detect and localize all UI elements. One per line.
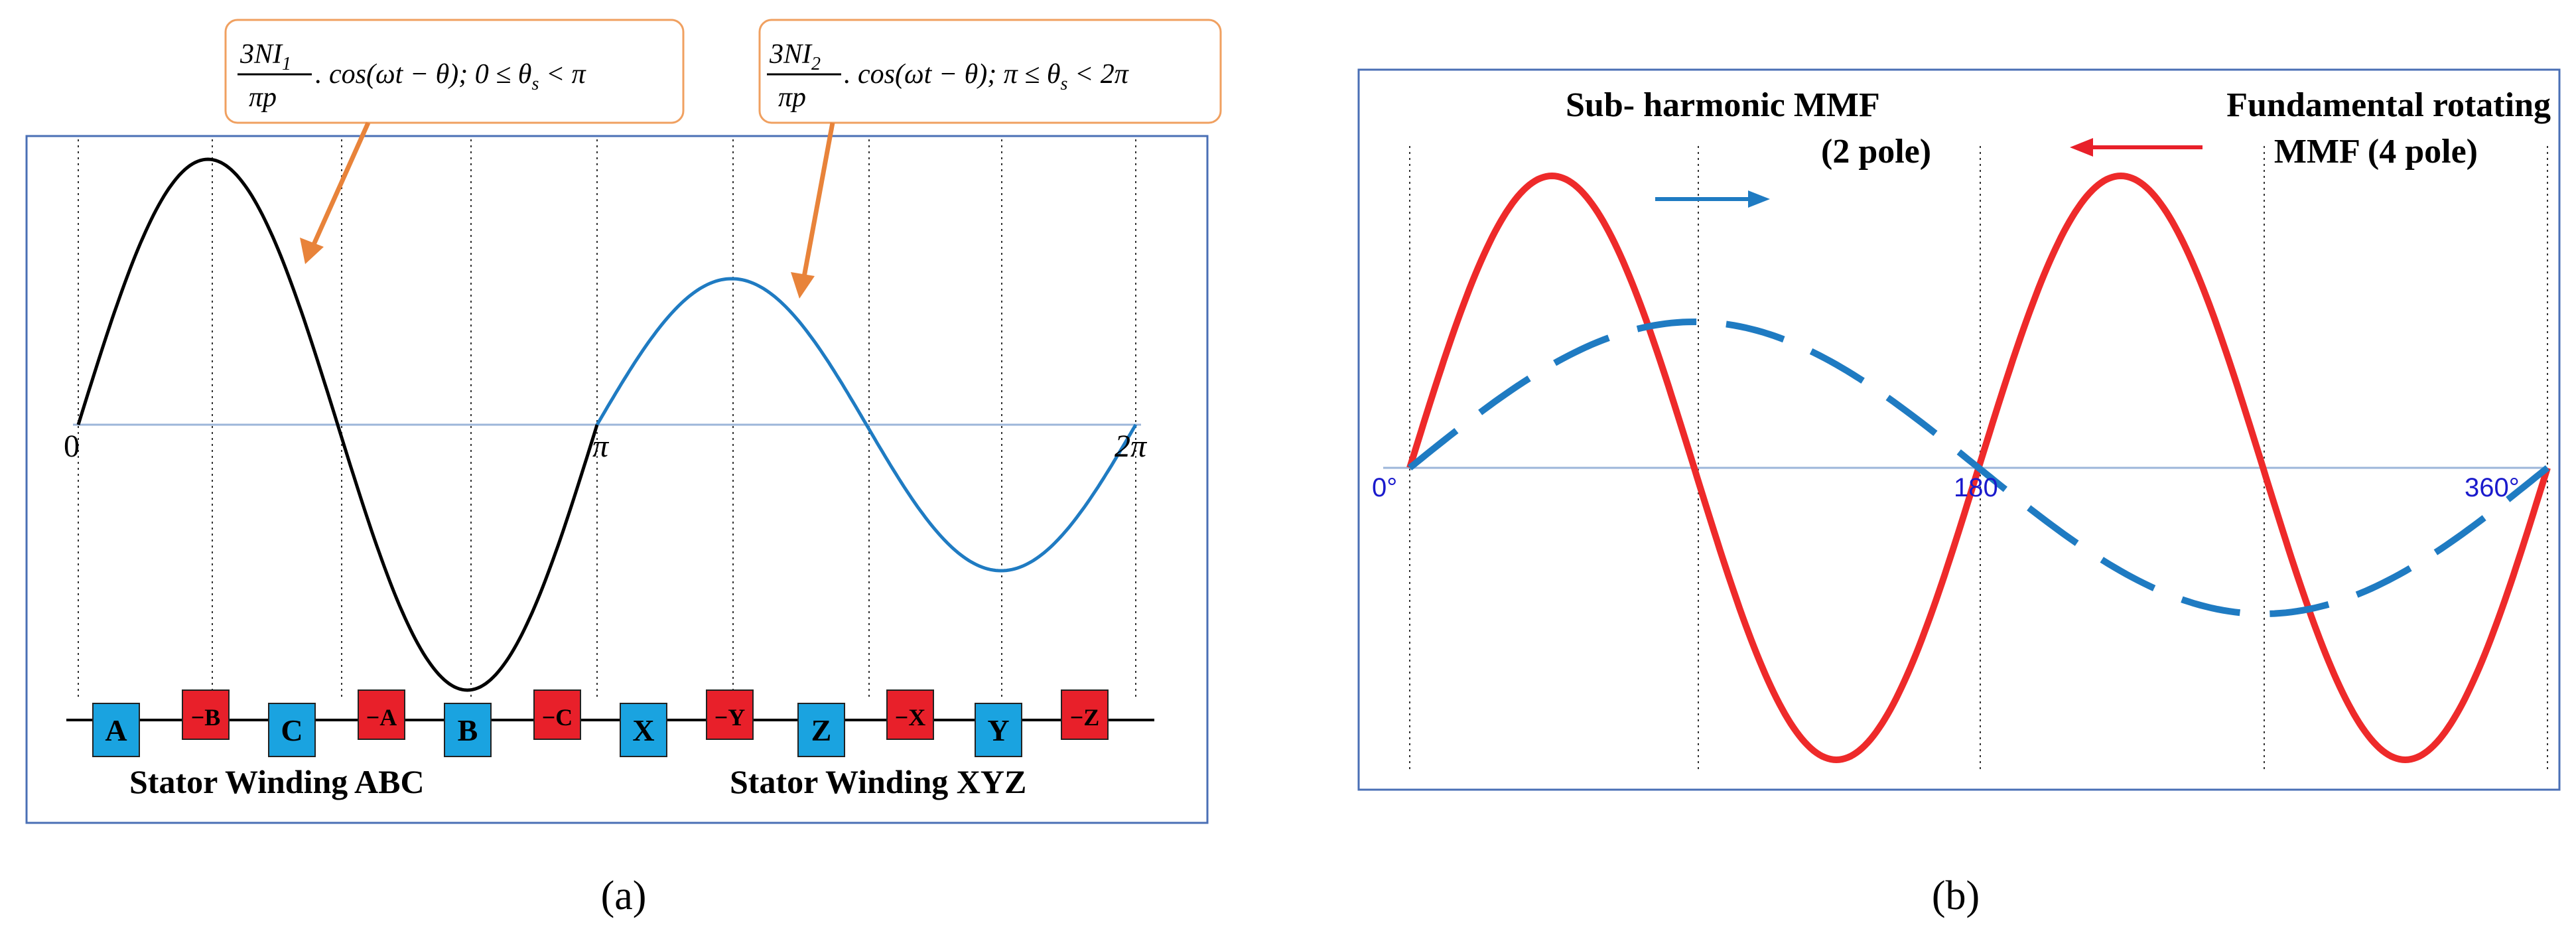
callout-1: 3NI1 πp . cos(ωt − θ); 0 ≤ θs < π: [224, 19, 685, 264]
winding-3: C: [268, 703, 316, 757]
winding-label: X: [632, 713, 654, 747]
winding-label: −X: [895, 704, 926, 731]
callout-2-arrow: [800, 122, 835, 285]
subharmonic-label-line1: Sub- harmonic MMF: [1566, 86, 1880, 124]
windings: A −B C −A B −C X −Y Z −X Y −Z: [92, 689, 1109, 757]
callout-1-arrowhead: [300, 238, 324, 264]
winding-abc-label: Stator Winding ABC: [129, 763, 425, 800]
winding-label: Y: [987, 713, 1009, 747]
fundamental-label-line1: Fundamental rotating: [2226, 86, 2551, 124]
winding-box: [182, 689, 230, 740]
winding-2: −B: [182, 689, 230, 740]
winding-label: B: [458, 713, 478, 747]
callout-2: 3NI2 πp . cos(ωt − θ); π ≤ θs < 2π: [758, 19, 1222, 299]
winding-box: [358, 689, 405, 740]
winding-4: −A: [358, 689, 405, 740]
winding-10: −X: [886, 689, 934, 740]
subharmonic-label-line2: (2 pole): [1821, 133, 1931, 171]
panel-a-gridlines: [78, 139, 1136, 697]
winding-box: [886, 689, 934, 740]
callout-2-expression: . cos(ωt − θ); π ≤ θs < 2π: [844, 59, 1129, 94]
winding-box: [620, 703, 667, 757]
panel-b-caption: (b): [1932, 873, 1980, 918]
winding-1: A: [92, 703, 140, 757]
panel-a: 0 π 2π 3NI1 πp . cos(ωt − θ); 0 ≤ θs < π…: [25, 19, 1222, 918]
callout-1-box: [224, 19, 685, 124]
panel-b-subharmonic-wave: [1407, 318, 2550, 618]
winding-box: [1061, 689, 1109, 740]
winding-9: Z: [797, 703, 845, 757]
callout-1-numerator: 3NI1: [239, 39, 291, 74]
winding-5: B: [444, 703, 492, 757]
fundamental-label-line2: MMF (4 pole): [2274, 133, 2478, 171]
winding-box: [444, 703, 492, 757]
winding-box: [92, 703, 140, 757]
winding-label: C: [281, 713, 303, 747]
callout-2-box: [758, 19, 1222, 124]
winding-6: −C: [533, 689, 581, 740]
winding-label: −Z: [1070, 704, 1100, 731]
winding-label: −Y: [714, 704, 746, 731]
panel-a-wave-abc: [76, 157, 599, 692]
panel-a-label-2pi: 2π: [1115, 429, 1148, 464]
callout-2-arrowhead: [791, 272, 815, 299]
panel-a-label-pi: π: [592, 429, 610, 464]
callout-1-denominator: πp: [249, 82, 277, 113]
winding-xyz-label: Stator Winding XYZ: [730, 763, 1026, 800]
fundamental-arrowhead: [2070, 138, 2093, 157]
winding-label: Z: [811, 713, 832, 747]
callout-2-numerator: 3NI2: [769, 39, 821, 74]
panel-b-frame: [1357, 68, 2561, 791]
subharmonic-arrowhead: [1748, 190, 1770, 208]
winding-label: A: [105, 713, 127, 747]
winding-box: [975, 703, 1022, 757]
winding-box: [706, 689, 754, 740]
panel-b-label-360: 360°: [2465, 473, 2520, 502]
winding-label: −B: [191, 704, 221, 731]
winding-box: [533, 689, 581, 740]
winding-11: Y: [975, 703, 1022, 757]
winding-box: [268, 703, 316, 757]
panel-b-label-180: 180: [1954, 473, 1998, 502]
winding-12: −Z: [1061, 689, 1109, 740]
winding-8: −Y: [706, 689, 754, 740]
winding-7: X: [620, 703, 667, 757]
panel-b-label-0: 0°: [1372, 473, 1397, 502]
winding-label: −A: [366, 704, 397, 731]
panel-a-wave-xyz: [595, 277, 1138, 573]
panel-a-frame: [25, 135, 1209, 824]
winding-box: [797, 703, 845, 757]
callout-1-expression: . cos(ωt − θ); 0 ≤ θs < π: [315, 59, 586, 94]
callout-1-arrow: [309, 121, 371, 250]
callout-2-denominator: πp: [778, 82, 806, 113]
panel-a-caption: (a): [601, 873, 647, 918]
panel-a-label-0: 0: [64, 429, 80, 464]
winding-label: −C: [542, 704, 573, 731]
panel-b: Sub- harmonic MMF (2 pole) Fundamental r…: [1357, 68, 2561, 918]
